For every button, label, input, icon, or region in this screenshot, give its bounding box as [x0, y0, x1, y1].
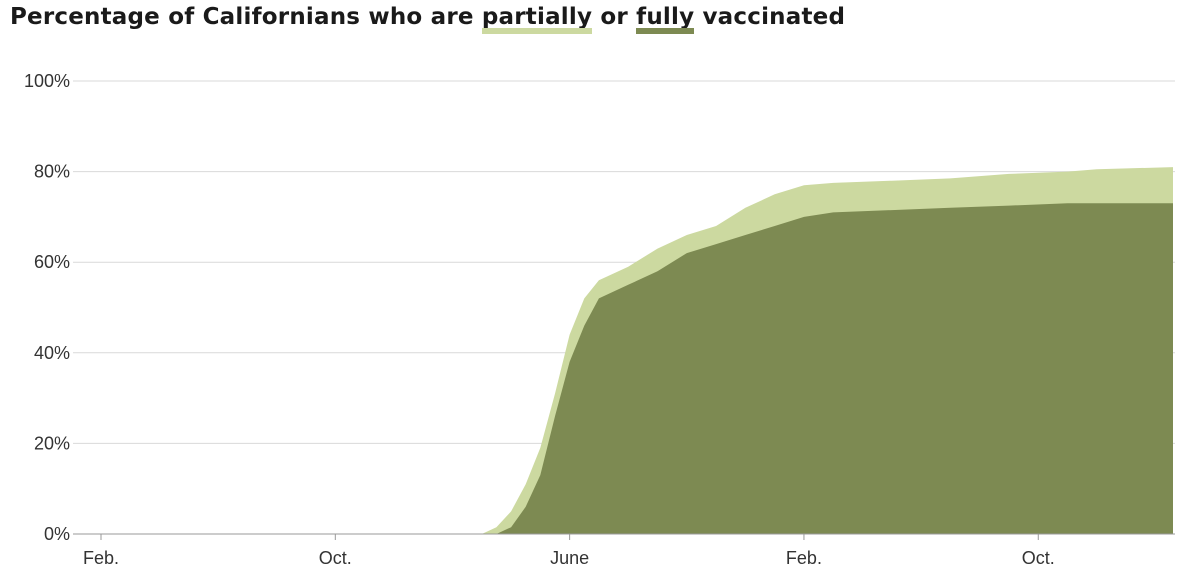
legend-fully: fully	[636, 4, 695, 34]
y-tick-label: 20%	[34, 433, 70, 453]
x-tick-label: June	[550, 548, 589, 568]
y-axis: 0% 20% 40% 60% 80% 100%	[24, 71, 70, 544]
title-suffix: vaccinated	[694, 4, 846, 30]
legend-fully-swatch	[636, 28, 695, 34]
x-axis: Feb. Oct. June Feb. Oct.	[73, 533, 1175, 568]
y-tick-label: 40%	[34, 343, 70, 363]
area-fully	[101, 203, 1173, 535]
y-tick-label: 60%	[34, 252, 70, 272]
x-tick-label: Feb.	[83, 548, 119, 568]
chart-areas	[101, 167, 1173, 535]
legend-partially: partially	[481, 4, 593, 34]
x-tick-label: Oct.	[1022, 548, 1055, 568]
y-tick-label: 100%	[24, 71, 70, 91]
chart-title: Percentage of Californians who are parti…	[10, 4, 846, 34]
legend-fully-label: fully	[636, 4, 695, 30]
title-prefix: Percentage of Californians who are	[10, 4, 482, 30]
x-tick-label: Oct.	[319, 548, 352, 568]
title-middle: or	[592, 4, 637, 30]
legend-partially-swatch	[481, 28, 593, 34]
legend-partially-label: partially	[481, 4, 593, 30]
y-tick-label: 0%	[44, 524, 70, 544]
x-tick-label: Feb.	[786, 548, 822, 568]
y-tick-label: 80%	[34, 162, 70, 182]
